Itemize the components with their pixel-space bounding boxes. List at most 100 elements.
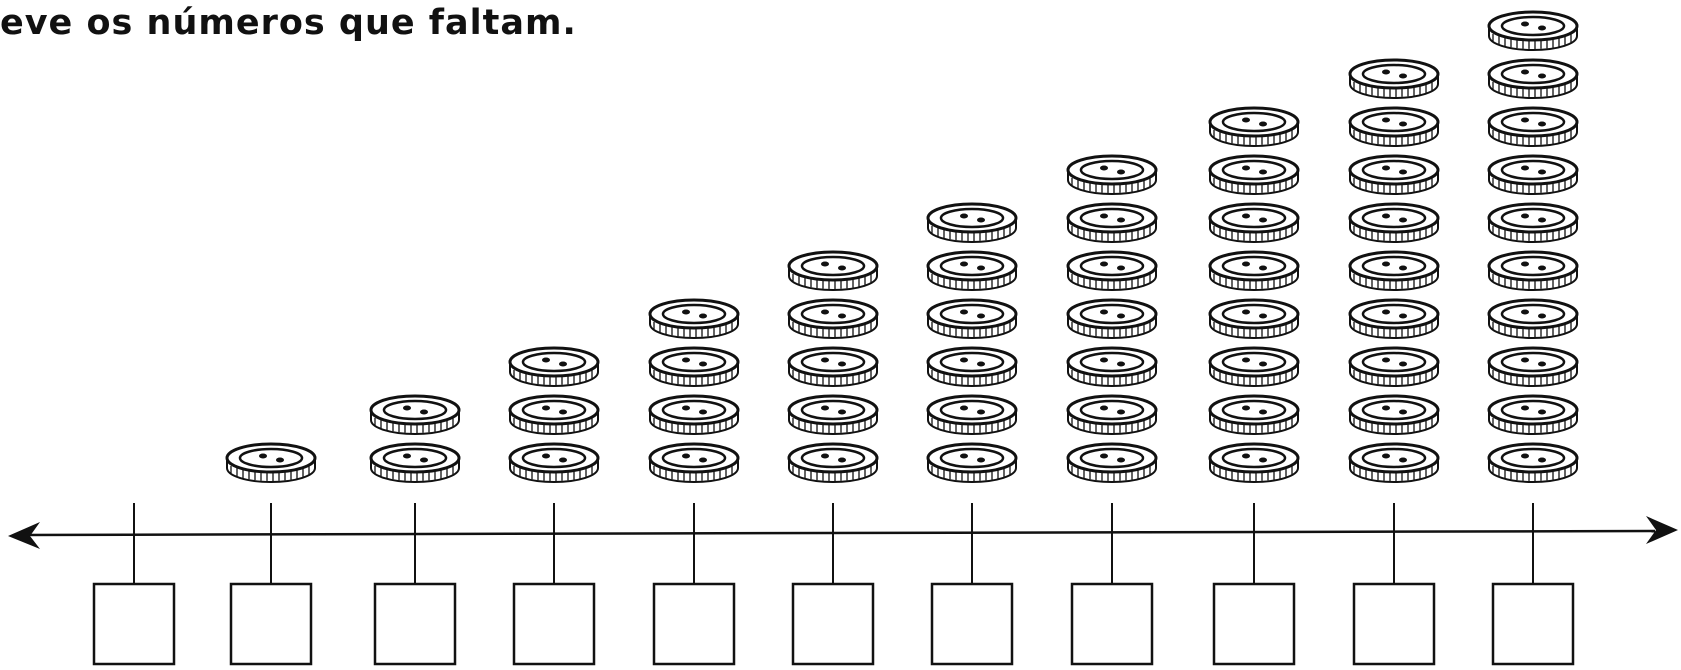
button-stack xyxy=(1066,154,1158,483)
button xyxy=(1348,250,1440,291)
button xyxy=(1487,154,1579,195)
button xyxy=(1066,154,1158,195)
button xyxy=(1348,346,1440,387)
number-line xyxy=(21,529,1656,537)
button-hole xyxy=(259,453,267,459)
button-hole xyxy=(1382,165,1390,171)
button xyxy=(508,442,600,483)
button-hole xyxy=(1242,453,1250,459)
button-ring xyxy=(1500,15,1566,37)
button xyxy=(1348,394,1440,435)
button-hole xyxy=(1521,357,1529,363)
button xyxy=(1487,10,1579,51)
button-ring xyxy=(521,399,587,421)
button xyxy=(787,394,879,435)
button-ring xyxy=(1500,447,1566,469)
button-hole xyxy=(1538,313,1546,319)
button-hole xyxy=(977,265,985,271)
button-ring xyxy=(1361,207,1427,229)
button-hole xyxy=(699,457,707,463)
button-hole xyxy=(977,457,985,463)
button-hole xyxy=(1117,409,1125,415)
button-hole xyxy=(1521,309,1529,315)
left-arrow xyxy=(8,522,40,549)
button-hole xyxy=(699,313,707,319)
button-ring xyxy=(939,207,1005,229)
button-hole xyxy=(1242,213,1250,219)
button xyxy=(1066,202,1158,243)
button-ring xyxy=(1221,111,1287,133)
button xyxy=(1487,250,1579,291)
button-ring xyxy=(1500,399,1566,421)
button-stack xyxy=(1487,10,1579,483)
button-ring xyxy=(1500,207,1566,229)
button xyxy=(1066,394,1158,435)
button-hole xyxy=(1117,265,1125,271)
button-hole xyxy=(542,357,550,363)
button-hole xyxy=(1242,309,1250,315)
answer-box xyxy=(92,582,176,666)
button-hole xyxy=(1117,169,1125,175)
button-hole xyxy=(420,409,428,415)
button xyxy=(1348,442,1440,483)
button-hole xyxy=(1382,405,1390,411)
button-stack xyxy=(225,442,317,483)
button xyxy=(1348,202,1440,243)
button xyxy=(369,442,461,483)
button xyxy=(1208,154,1300,195)
button xyxy=(1066,346,1158,387)
button-ring xyxy=(521,351,587,373)
button-ring xyxy=(1079,351,1145,373)
button-ring xyxy=(1361,399,1427,421)
button-hole xyxy=(699,361,707,367)
button-hole xyxy=(1538,169,1546,175)
button-ring xyxy=(1221,447,1287,469)
button-hole xyxy=(1100,357,1108,363)
button-hole xyxy=(682,453,690,459)
button xyxy=(787,346,879,387)
button-hole xyxy=(1399,313,1407,319)
button-hole xyxy=(1399,73,1407,79)
button-hole xyxy=(960,453,968,459)
button-stack xyxy=(926,202,1018,483)
button-hole xyxy=(838,409,846,415)
button-ring xyxy=(1221,207,1287,229)
button-ring xyxy=(661,351,727,373)
button-hole xyxy=(1538,25,1546,31)
button-hole xyxy=(1100,405,1108,411)
button-ring xyxy=(1079,303,1145,325)
button-ring xyxy=(1500,303,1566,325)
button-hole xyxy=(1399,169,1407,175)
button-ring xyxy=(521,447,587,469)
button-hole xyxy=(1399,217,1407,223)
button xyxy=(1487,58,1579,99)
button xyxy=(648,394,740,435)
button-hole xyxy=(1259,169,1267,175)
button-hole xyxy=(1259,217,1267,223)
button-hole xyxy=(1242,165,1250,171)
button-hole xyxy=(821,405,829,411)
button-hole xyxy=(960,357,968,363)
answer-box xyxy=(1212,582,1296,666)
button-hole xyxy=(699,409,707,415)
button-hole xyxy=(1538,457,1546,463)
button-ring xyxy=(939,399,1005,421)
button xyxy=(1208,346,1300,387)
button-hole xyxy=(1399,361,1407,367)
button-hole xyxy=(1242,117,1250,123)
button-hole xyxy=(821,357,829,363)
answer-box xyxy=(930,582,1014,666)
button-hole xyxy=(838,361,846,367)
button-hole xyxy=(1259,409,1267,415)
button-hole xyxy=(559,361,567,367)
button-hole xyxy=(403,405,411,411)
button-ring xyxy=(1361,447,1427,469)
button-ring xyxy=(238,447,304,469)
button xyxy=(1208,106,1300,147)
button-hole xyxy=(960,261,968,267)
button-stack xyxy=(1348,58,1440,483)
button-hole xyxy=(821,261,829,267)
answer-box xyxy=(512,582,596,666)
button-ring xyxy=(800,447,866,469)
